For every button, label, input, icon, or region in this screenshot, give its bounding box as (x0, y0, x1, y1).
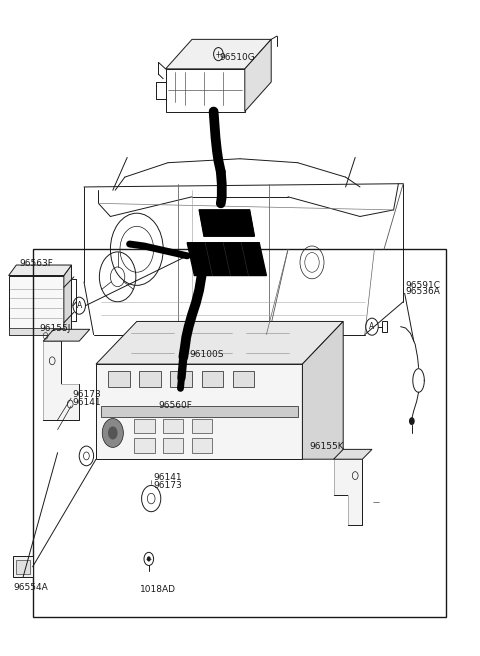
Text: 96141: 96141 (154, 473, 182, 482)
Polygon shape (199, 210, 254, 236)
Bar (163, 438, 183, 453)
Text: 96155J: 96155J (39, 324, 71, 333)
Polygon shape (334, 449, 372, 459)
Bar (101, 406, 298, 417)
Bar (163, 419, 183, 433)
Circle shape (108, 426, 118, 440)
Polygon shape (64, 265, 72, 335)
Text: 96173: 96173 (154, 481, 182, 490)
Text: 96510G: 96510G (220, 52, 255, 62)
Text: 96560F: 96560F (158, 401, 192, 411)
Text: 96173: 96173 (72, 390, 101, 399)
Bar (13, 556, 33, 577)
Text: A: A (370, 322, 374, 331)
Text: 96536A: 96536A (406, 287, 441, 296)
Text: A: A (77, 301, 82, 310)
Bar (233, 371, 254, 387)
Circle shape (79, 446, 94, 466)
Circle shape (147, 556, 151, 562)
Text: 1018AD: 1018AD (140, 585, 177, 594)
Bar (192, 438, 212, 453)
Text: 96563F: 96563F (19, 258, 53, 268)
Bar (170, 371, 192, 387)
Polygon shape (302, 321, 343, 459)
Bar (202, 371, 223, 387)
Text: 96100S: 96100S (189, 350, 224, 359)
Bar (9, 276, 64, 335)
Bar (9, 328, 64, 335)
Bar (96, 364, 302, 459)
Bar (134, 419, 155, 433)
Circle shape (409, 417, 415, 425)
Text: 96155K: 96155K (309, 441, 344, 451)
Text: 96554A: 96554A (14, 583, 48, 592)
Bar (16, 560, 30, 574)
Bar (108, 371, 130, 387)
Polygon shape (96, 321, 343, 364)
Polygon shape (187, 243, 266, 276)
Bar (192, 419, 212, 433)
Bar (33, 249, 446, 617)
Polygon shape (245, 39, 271, 112)
Bar (382, 321, 387, 332)
Circle shape (102, 419, 123, 447)
Polygon shape (166, 39, 271, 69)
Circle shape (142, 485, 161, 512)
Text: 96591C: 96591C (406, 281, 441, 290)
Polygon shape (9, 265, 72, 276)
Bar (139, 371, 161, 387)
Bar (134, 438, 155, 453)
Polygon shape (43, 329, 90, 341)
Text: 96141: 96141 (72, 398, 101, 407)
Polygon shape (43, 341, 79, 420)
Polygon shape (334, 459, 362, 525)
Bar (166, 69, 245, 112)
